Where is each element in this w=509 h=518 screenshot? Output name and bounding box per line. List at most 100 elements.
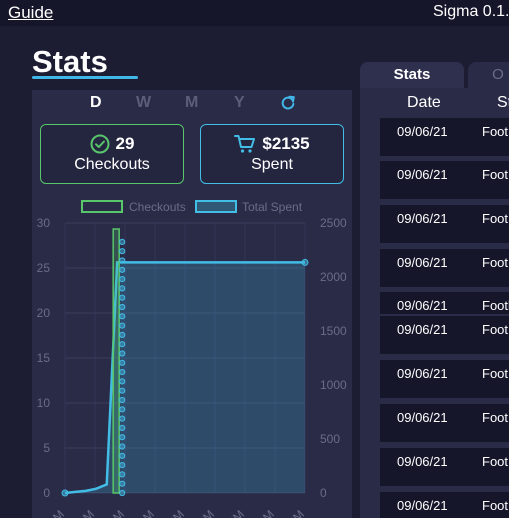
series-point-total-spent	[119, 257, 126, 264]
table-row[interactable]: 09/06/21 Footlo	[380, 292, 509, 314]
top-bar: Guide Sigma 0.1.	[0, 0, 509, 26]
cell-date: 09/06/21	[397, 255, 448, 270]
legend-label-total-spent: Total Spent	[242, 200, 303, 214]
spent-card: $2135 Spent	[200, 124, 344, 184]
cell-site: Foot	[482, 454, 509, 469]
series-point-total-spent	[119, 424, 126, 431]
legend-swatch-checkouts	[81, 200, 123, 213]
series-point-total-spent	[119, 471, 126, 478]
series-point-total-spent	[119, 331, 126, 338]
series-point-total-spent	[119, 294, 126, 301]
y-left-tick-label: 5	[43, 441, 50, 455]
series-point-total-spent	[61, 489, 69, 497]
app-version: Sigma 0.1.	[433, 3, 509, 20]
cell-date: 09/06/21	[397, 454, 448, 469]
stats-panel: D W M Y 29 Checkouts $2135 Spent	[32, 90, 352, 518]
y-right-tick-label: 2000	[320, 270, 347, 284]
series-point-total-spent	[119, 443, 126, 450]
series-point-total-spent	[119, 480, 126, 487]
table-row[interactable]: 09/06/21 Foot	[380, 249, 509, 287]
cell-date: 09/06/21	[397, 298, 448, 313]
cell-site: Foot	[482, 124, 509, 139]
series-point-total-spent	[119, 396, 126, 404]
table-row[interactable]: 09/06/21 Foot	[380, 205, 509, 243]
cell-site: Foot	[482, 410, 509, 425]
table-row[interactable]: 09/06/21 Foot	[380, 448, 509, 486]
tab-other[interactable]: O	[468, 62, 509, 88]
y-left-tick-label: 10	[37, 396, 51, 410]
series-point-total-spent	[119, 452, 126, 459]
y-right-tick-label: 0	[320, 486, 327, 500]
period-tab-week[interactable]: W	[136, 94, 152, 111]
series-line-total-spent	[64, 261, 305, 495]
y-left-tick-label: 0	[43, 486, 50, 500]
history-table: Date St 09/06/21 Foot 09/06/21 Foot 09/06/21…	[360, 88, 509, 518]
cell-site: Foot	[482, 498, 509, 513]
cell-date: 09/06/21	[397, 366, 448, 381]
cell-date: 09/06/21	[397, 498, 448, 513]
cart-icon	[234, 135, 256, 153]
x-tick-label: PM	[164, 507, 187, 518]
period-tab-year[interactable]: Y	[234, 94, 245, 111]
column-header-site: St	[497, 94, 509, 111]
series-point-total-spent	[119, 276, 126, 283]
cell-date: 09/06/21	[397, 167, 448, 182]
series-point-total-spent	[119, 266, 126, 273]
table-row[interactable]: 09/06/21 Foot	[380, 360, 509, 398]
x-tick-label: PM	[194, 507, 217, 518]
y-left-tick-label: 25	[37, 261, 51, 275]
series-point-total-spent	[119, 359, 126, 366]
check-circle-icon	[90, 134, 110, 154]
series-point-total-spent	[119, 434, 126, 441]
history-tab-bar: Stats O	[360, 62, 509, 88]
checkouts-value: 29	[115, 134, 135, 153]
period-tab-day[interactable]: D	[90, 94, 102, 111]
spent-value: $2135	[262, 134, 310, 153]
bar-checkouts	[112, 228, 120, 494]
series-point-total-spent	[119, 350, 126, 357]
y-right-tick-label: 1000	[320, 378, 347, 392]
series-point-total-spent	[119, 248, 126, 255]
period-tabs: D W M Y	[32, 90, 352, 116]
cell-date: 09/06/21	[397, 124, 448, 139]
y-left-tick-label: 30	[37, 216, 51, 230]
guide-link[interactable]: Guide	[8, 3, 54, 22]
cell-date: 09/06/21	[397, 322, 448, 337]
checkouts-card: 29 Checkouts	[40, 124, 184, 184]
y-right-tick-label: 2500	[320, 216, 347, 230]
stats-chart: Checkouts Total Spent 30 25 20 15 10 5 0 2500 2000…	[32, 198, 352, 518]
table-row[interactable]: 09/06/21 Foot	[380, 316, 509, 354]
y-right-tick-label: 500	[320, 432, 340, 446]
cell-site: Foot	[482, 167, 509, 182]
refresh-icon[interactable]	[279, 94, 297, 112]
cell-date: 09/06/21	[397, 211, 448, 226]
series-point-total-spent	[119, 341, 126, 348]
series-point-total-spent	[119, 462, 126, 469]
checkouts-label: Checkouts	[74, 156, 150, 173]
legend-label-checkouts: Checkouts	[129, 200, 186, 214]
period-tab-month[interactable]: M	[185, 94, 199, 111]
tab-stats[interactable]: Stats	[360, 62, 464, 88]
column-header-date: Date	[407, 94, 441, 111]
table-row[interactable]: 09/06/21 Foot	[380, 492, 509, 518]
y-left-tick-label: 15	[37, 351, 51, 365]
table-row[interactable]: 09/06/21 Foot	[380, 118, 509, 156]
table-row[interactable]: 09/06/21 Foot	[380, 161, 509, 199]
x-tick-label: AM	[104, 507, 127, 518]
series-point-total-spent	[301, 258, 309, 266]
legend-swatch-total-spent	[195, 200, 237, 213]
x-tick-label: PM	[224, 507, 247, 518]
x-tick-label: PM	[284, 507, 307, 518]
y-right-tick-label: 1500	[320, 324, 347, 338]
table-row[interactable]: 09/06/21 Foot	[380, 404, 509, 442]
cell-site: Foot	[482, 211, 509, 226]
x-tick-label: AM	[74, 507, 97, 518]
series-point-total-spent	[119, 415, 126, 422]
cell-site: Foot	[482, 255, 509, 270]
series-point-total-spent	[119, 238, 126, 246]
series-point-total-spent	[119, 406, 126, 413]
series-point-total-spent	[119, 285, 126, 292]
series-point-total-spent	[119, 303, 126, 311]
spent-label: Spent	[251, 156, 293, 173]
cell-date: 09/06/21	[397, 410, 448, 425]
